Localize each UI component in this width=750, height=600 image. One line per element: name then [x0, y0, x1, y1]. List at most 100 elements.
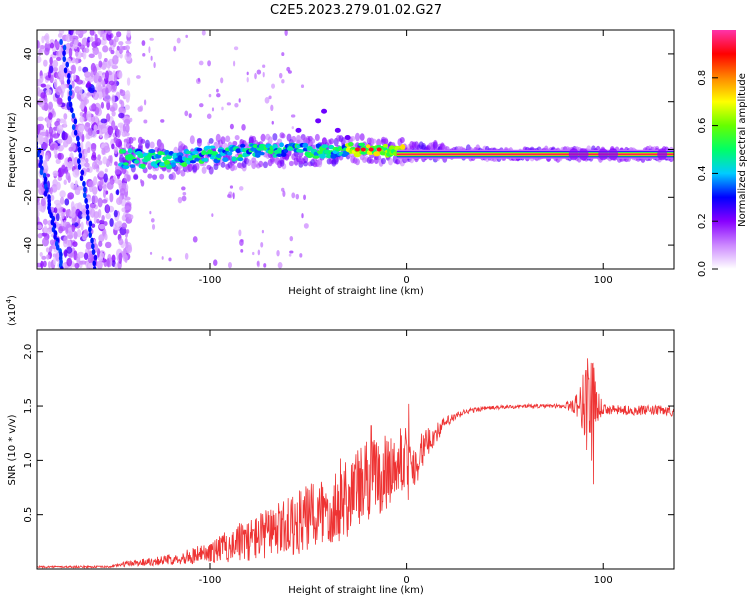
- spectrogram-noise-dot: [56, 56, 62, 61]
- spectrogram-halo: [329, 138, 335, 145]
- spectrogram-signal-blob: [122, 162, 129, 166]
- spectrogram-noise-dot: [40, 83, 47, 88]
- spectrogram-noise-dot: [52, 66, 59, 72]
- spectrogram-halo: [387, 157, 393, 166]
- svg-text:(x104): (x104): [5, 295, 18, 326]
- spectrogram-noise-dot: [121, 131, 127, 138]
- spectrogram-noise-dot: [116, 197, 123, 206]
- spectrogram-streak-blob: [62, 55, 67, 62]
- spectrogram-scatter-dot: [252, 251, 255, 256]
- spectrogram-signal-blob: [189, 160, 196, 164]
- spectrogram-noise-dot: [74, 180, 78, 187]
- spectrogram-streak-blob: [77, 158, 81, 165]
- spectrogram-noise-dot: [79, 116, 85, 123]
- spectrogram-noise-dot: [124, 90, 131, 100]
- spectrogram-scatter-dot: [241, 124, 246, 131]
- spectrogram-noise-dot: [59, 190, 66, 198]
- spectrogram-noise-dot: [42, 237, 50, 247]
- spectrogram-signal-blob: [330, 153, 337, 159]
- spectrogram-noise-dot: [104, 241, 112, 249]
- spectrogram-noise-dot: [47, 71, 51, 79]
- spectrogram-halo: [140, 138, 146, 144]
- spectrogram-scatter-dot: [263, 263, 267, 268]
- spectrogram-noise-dot: [109, 155, 113, 164]
- spectrogram-scatter-dot: [208, 93, 212, 98]
- spectrogram-halo: [220, 161, 226, 168]
- spectrogram-noise-dot: [103, 221, 108, 227]
- spectrogram-halo: [380, 157, 386, 165]
- spectrogram-noise-dot: [125, 40, 132, 45]
- spectrogram-halo: [279, 159, 285, 167]
- spectrogram-signal-blob: [222, 157, 229, 163]
- colorbar-tick-label: 0.4: [697, 165, 708, 181]
- snr-marks: [37, 358, 674, 569]
- spectrogram-signal-blob: [163, 159, 171, 166]
- spectrogram-streak-blob: [86, 214, 90, 221]
- spectrogram-noise-dot: [37, 224, 43, 229]
- spectrogram-noise-dot: [51, 183, 58, 193]
- spectrogram-streak-blob: [55, 244, 60, 251]
- snr-series-line: [37, 358, 674, 569]
- spectrogram-streak-blob: [67, 73, 71, 80]
- spectrogram-noise-dot: [40, 92, 46, 99]
- spectrogram-noise-dot: [100, 30, 105, 38]
- spectrogram-scatter-dot: [262, 71, 265, 78]
- spectrogram-noise-dot: [124, 52, 132, 62]
- spectrogram-halo: [303, 155, 309, 164]
- spectrogram-signal-blob: [165, 164, 173, 170]
- spectrogram-noise-dot: [98, 223, 106, 230]
- spectrogram-scatter-dot: [177, 196, 183, 204]
- spectrogram-scatter-dot: [299, 253, 303, 258]
- spectrogram-signal-blob: [259, 151, 265, 156]
- spectrogram-signal-blob: [267, 149, 274, 155]
- spectrogram-scatter-dot: [129, 117, 133, 123]
- spectrogram-scatter-dot: [140, 178, 143, 184]
- spectrogram-noise-dot: [92, 65, 98, 76]
- spectrogram-noise-dot: [55, 158, 61, 164]
- spectrogram-noise-dot: [80, 100, 85, 110]
- spectrogram-noise-dot: [72, 241, 78, 247]
- spectrogram-scatter-dot: [232, 192, 235, 200]
- spectrogram-noise-dot: [94, 48, 99, 56]
- colorbar-bar: [712, 30, 736, 269]
- spectrogram-halo: [194, 162, 200, 171]
- spectrogram-scatter-dot: [184, 252, 189, 260]
- spectrogram-signal-blob: [133, 159, 140, 164]
- spectrogram-streak-blob: [62, 50, 66, 57]
- spectrogram-y-tick-label: -20: [23, 189, 34, 205]
- spectrogram-scatter-dot: [211, 213, 214, 218]
- spectrogram-noise-dot: [97, 208, 102, 219]
- spectrogram-signal-blob: [211, 151, 218, 156]
- spectrogram-noise-dot: [60, 164, 66, 175]
- spectrogram-noise-dot: [46, 180, 51, 190]
- spectrogram-noise-dot: [114, 178, 120, 184]
- snr-x-axis: -100 0 100: [199, 330, 613, 586]
- spectrogram-noise-dot: [60, 83, 65, 90]
- spectrogram-noise-dot: [113, 209, 118, 218]
- spectrogram-streak-blob: [31, 123, 35, 129]
- spectrogram-streak-blob: [88, 226, 92, 233]
- spectrogram-signal-blob: [191, 150, 199, 155]
- spectrogram-noise-dot: [126, 77, 131, 86]
- spectrogram-noise-dot: [98, 91, 103, 100]
- spectrogram-noise-dot: [67, 192, 75, 200]
- spectrogram-scatter-dot: [239, 186, 244, 191]
- spectrogram-streak-blob: [62, 44, 67, 51]
- spectrogram-noise-dot: [71, 217, 76, 224]
- spectrogram-scatter-dot: [127, 52, 130, 57]
- spectrogram-noise-dot: [45, 247, 50, 253]
- spectrogram-scatter-dot: [278, 72, 283, 79]
- spectrogram-halo: [310, 138, 316, 145]
- spectrogram-noise-dot: [77, 251, 85, 259]
- spectrogram-noise-dot: [74, 262, 80, 269]
- spectrogram-scatter-dot: [188, 113, 192, 118]
- spectrogram-scatter-dot: [303, 223, 309, 229]
- spectrogram-noise-dot: [106, 113, 111, 122]
- snr-y-tick-label: 1.0: [23, 452, 34, 468]
- spectrogram-signal-blob: [321, 144, 329, 149]
- spectrogram-noise-dot: [69, 35, 74, 42]
- colorbar-tick-label: 0.2: [697, 213, 708, 229]
- spectrogram-scatter-dot: [206, 113, 212, 119]
- spectrogram-scatter-dot: [256, 69, 262, 75]
- spectrogram-noise-dot: [68, 146, 74, 152]
